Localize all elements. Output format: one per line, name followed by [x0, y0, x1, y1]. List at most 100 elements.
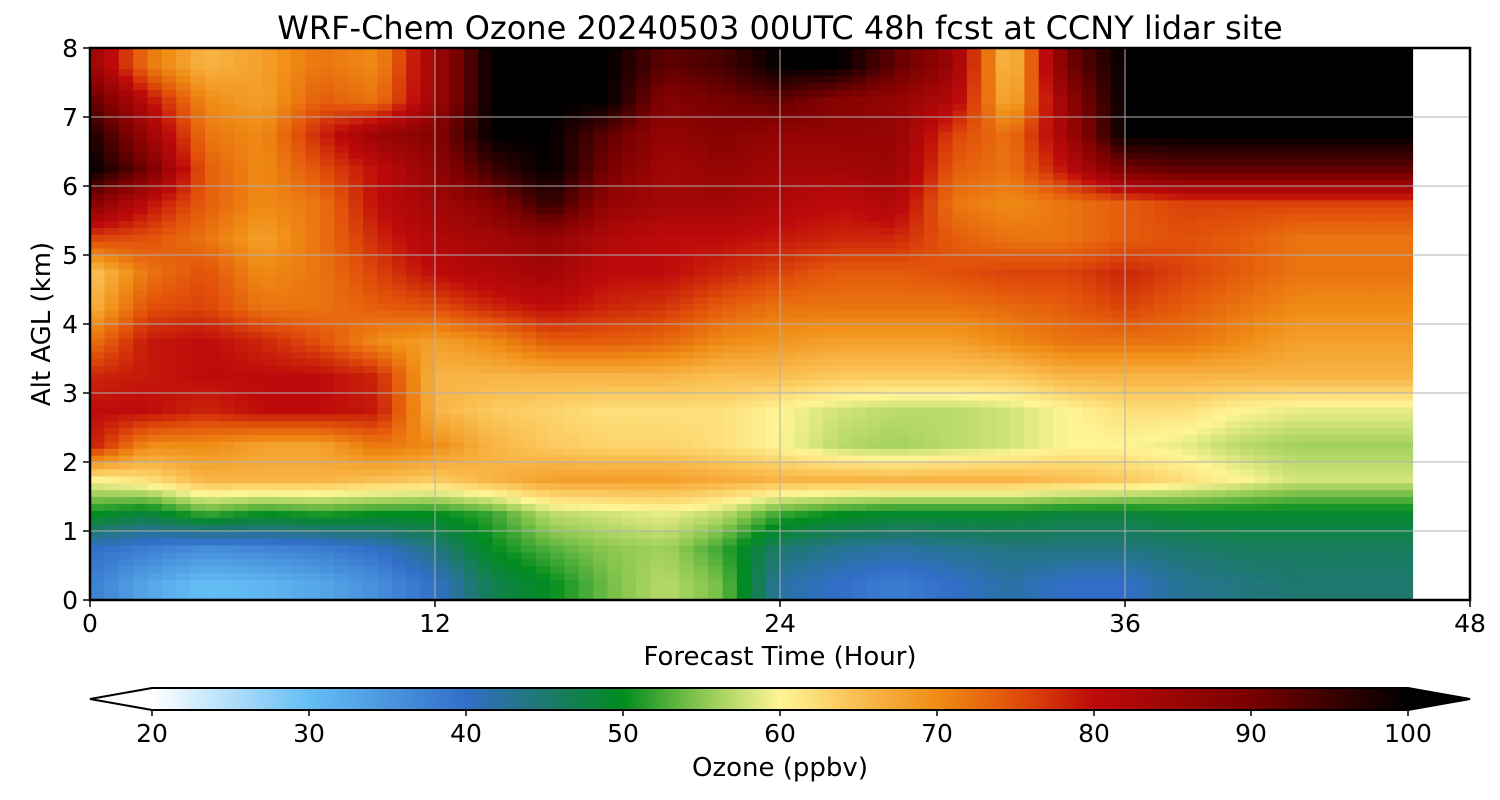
- heatmap-cell: [435, 544, 450, 553]
- heatmap-cell: [320, 420, 335, 429]
- heatmap-cell: [147, 379, 163, 387]
- heatmap-cell: [420, 137, 436, 146]
- heatmap-cell: [406, 517, 422, 525]
- heatmap-cell: [650, 524, 666, 532]
- heatmap-cell: [535, 172, 551, 180]
- heatmap-cell: [205, 186, 220, 194]
- heatmap-cell: [952, 75, 968, 84]
- heatmap-cell: [851, 496, 867, 504]
- heatmap-cell: [233, 399, 249, 408]
- heatmap-cell: [348, 337, 364, 346]
- heatmap-cell: [535, 137, 551, 146]
- heatmap-cell: [363, 489, 379, 498]
- heatmap-cell: [334, 82, 350, 90]
- heatmap-cell: [535, 379, 551, 387]
- heatmap-cell: [161, 365, 177, 373]
- heatmap-cell: [837, 531, 853, 539]
- heatmap-cell: [348, 524, 364, 532]
- heatmap-cell: [521, 158, 537, 166]
- heatmap-cell: [262, 130, 278, 139]
- heatmap-cell: [593, 296, 609, 304]
- heatmap-cell: [463, 317, 479, 325]
- heatmap-cell: [233, 255, 249, 263]
- heatmap-cell: [966, 393, 982, 401]
- heatmap-cell: [923, 96, 939, 104]
- heatmap-cell: [248, 220, 264, 228]
- heatmap-cell: [205, 255, 220, 263]
- heatmap-cell: [276, 427, 292, 435]
- heatmap-cell: [133, 206, 149, 215]
- heatmap-cell: [578, 89, 594, 97]
- heatmap-cell: [808, 310, 824, 318]
- heatmap-cell: [506, 317, 522, 325]
- heatmap-cell: [492, 68, 508, 77]
- heatmap-cell: [650, 468, 666, 477]
- heatmap-cell: [276, 186, 292, 194]
- heatmap-cell: [938, 434, 954, 442]
- heatmap-cell: [621, 351, 637, 360]
- heatmap-cell: [895, 448, 910, 456]
- heatmap-cell: [535, 565, 551, 573]
- heatmap-cell: [593, 399, 609, 408]
- heatmap-cell: [262, 468, 278, 477]
- heatmap-cell: [420, 544, 436, 553]
- heatmap-cell: [291, 179, 307, 187]
- heatmap-cell: [521, 241, 537, 249]
- heatmap-cell: [808, 123, 824, 132]
- heatmap-cell: [593, 351, 609, 360]
- heatmap-cell: [492, 517, 508, 525]
- heatmap-cell: [133, 179, 149, 187]
- heatmap-cell: [650, 137, 666, 146]
- heatmap-cell: [420, 324, 436, 332]
- heatmap-cell: [722, 289, 738, 297]
- heatmap-cell: [851, 593, 867, 600]
- heatmap-cell: [118, 517, 134, 525]
- heatmap-cell: [535, 462, 551, 470]
- heatmap-cell: [808, 565, 824, 573]
- heatmap-cell: [506, 165, 522, 173]
- heatmap-cell: [578, 399, 594, 408]
- heatmap-cell: [578, 268, 594, 277]
- heatmap-cell: [219, 158, 235, 166]
- heatmap-cell: [765, 96, 781, 104]
- heatmap-cell: [435, 324, 450, 332]
- heatmap-cell: [492, 296, 508, 304]
- heatmap-cell: [780, 565, 795, 573]
- heatmap-cell: [923, 75, 939, 84]
- heatmap-cell: [952, 434, 968, 442]
- heatmap-cell: [837, 248, 853, 256]
- heatmap-cell: [650, 496, 666, 504]
- heatmap-cell: [909, 261, 925, 270]
- heatmap-cell: [147, 268, 163, 277]
- heatmap-cell: [636, 351, 652, 360]
- heatmap-cell: [406, 151, 422, 159]
- heatmap-cell: [751, 310, 767, 318]
- heatmap-cell: [320, 351, 335, 360]
- heatmap-cell: [909, 399, 925, 408]
- heatmap-cell: [794, 137, 810, 146]
- heatmap-cell: [492, 89, 508, 97]
- heatmap-cell: [305, 537, 321, 546]
- heatmap-cell: [593, 482, 609, 491]
- heatmap-cell: [895, 54, 910, 63]
- heatmap-cell: [291, 427, 307, 435]
- heatmap-cell: [736, 75, 752, 84]
- heatmap-cell: [895, 82, 910, 90]
- heatmap-cell: [722, 317, 738, 325]
- heatmap-cell: [420, 144, 436, 153]
- heatmap-cell: [463, 206, 479, 215]
- heatmap-cell: [938, 158, 954, 166]
- heatmap-cell: [506, 475, 522, 484]
- heatmap-cell: [406, 565, 422, 573]
- heatmap-cell: [463, 434, 479, 442]
- heatmap-cell: [722, 510, 738, 518]
- heatmap-cell: [535, 213, 551, 222]
- heatmap-cell: [794, 248, 810, 256]
- heatmap-cell: [866, 96, 882, 104]
- heatmap-cell: [521, 482, 537, 491]
- heatmap-cell: [219, 462, 235, 470]
- heatmap-cell: [966, 172, 982, 180]
- heatmap-cell: [478, 48, 494, 56]
- heatmap-cell: [593, 130, 609, 139]
- heatmap-cell: [463, 255, 479, 263]
